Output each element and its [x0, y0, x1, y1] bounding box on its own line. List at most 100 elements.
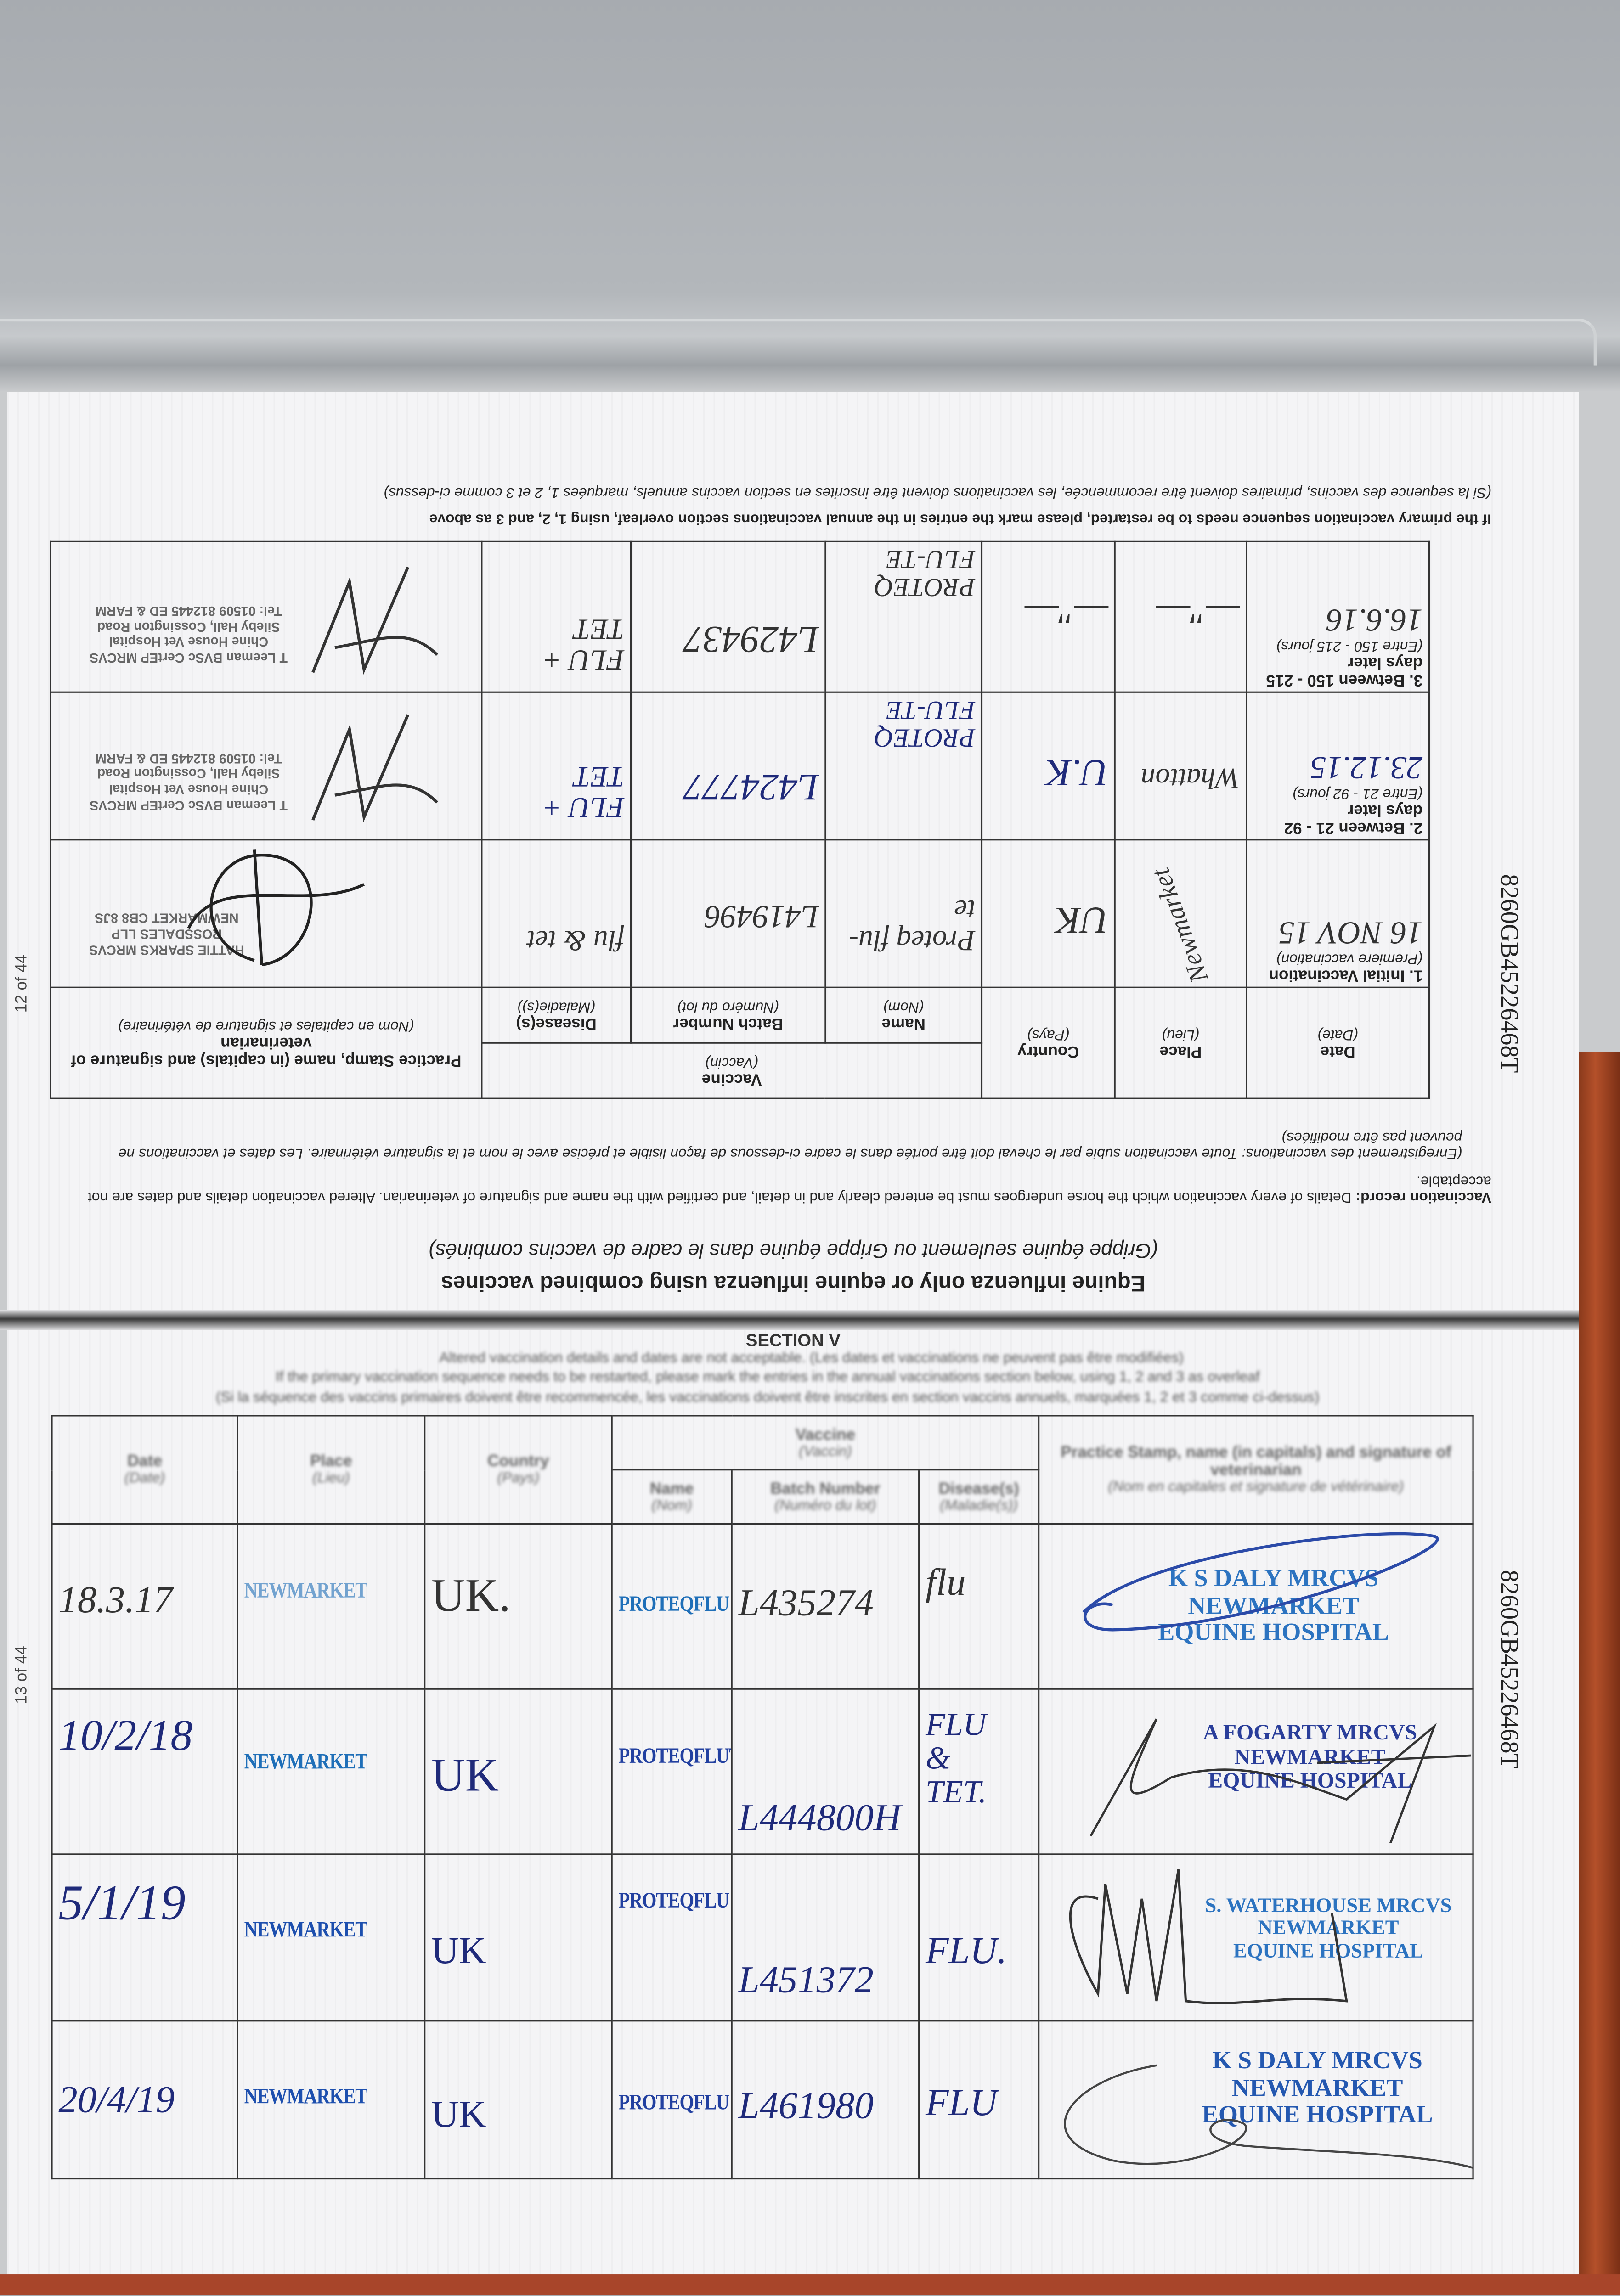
altered-note: Altered vaccination details and dates ar… — [439, 1351, 1184, 1367]
plastic-sleeve-edge — [0, 318, 1597, 366]
header-name: Name (Nom) — [825, 987, 982, 1043]
country-cell: U.K — [982, 692, 1115, 840]
country-cell: UK — [424, 1688, 613, 1855]
country-cell: UK — [424, 1853, 613, 2022]
note-label: Vaccination record: — [1355, 1188, 1491, 1204]
header-disease: Disease(s) (Maladie(s)) — [918, 1469, 1040, 1525]
restart-note: If the primary vaccination sequence need… — [275, 1369, 1260, 1386]
passport-cover-edge — [1579, 1052, 1620, 2295]
initial-vaccination-table: Date (Date) Place (Lieu) Country (Pays) Vac… — [50, 541, 1430, 1099]
table-row: 10/2/18 NEWMARKET UK PROTEQFLUTE L444800… — [51, 1688, 1474, 1855]
place-cell: Newmarket — [1115, 839, 1247, 988]
passport-number: 8260GB45226468T — [1496, 874, 1524, 1073]
vet-stamp: T Leeman BVSc CertEP MRCVS Chine House Ve… — [90, 750, 288, 813]
table-row: 18.3.17 NEWMARKET UK. PROTEQFLU L435274 … — [51, 1523, 1474, 1690]
passport-cover-bottom-edge — [0, 2274, 1620, 2295]
batch-cell: L451372 — [731, 1853, 920, 2022]
header-country: Country (Pays) — [424, 1415, 613, 1525]
header-date: Date (Date) — [1246, 987, 1429, 1099]
place-cell: NEWMARKET — [237, 1688, 426, 1855]
stamp-cell: T Leeman BVSc CertEP MRCVS Chine House Ve… — [50, 542, 482, 692]
header-place: Place (Lieu) — [237, 1415, 426, 1525]
page-13: SECTION V Altered vaccination details an… — [7, 1321, 1579, 2275]
header-country: Country (Pays) — [982, 987, 1115, 1099]
country-cell: UK — [982, 839, 1115, 988]
vet-stamp: K S DALY MRCVS NEWMARKET EQUINE HOSPITAL — [1202, 2046, 1433, 2129]
batch-cell: L435274 — [731, 1523, 920, 1690]
stamp-cell: A FOGARTY MRCVS NEWMARKET EQUINE HOSPITAL — [1038, 1688, 1474, 1855]
place-cell: Whatton — [1115, 692, 1247, 840]
header-disease: Disease(s) (Maladie(s)) — [481, 987, 631, 1043]
header-vaccine: Vaccine (Vaccin) — [481, 1043, 982, 1099]
header-batch: Batch Number (Numéro du lot) — [731, 1469, 920, 1525]
vet-stamp: K S DALY MRCVS NEWMARKET EQUINE HOSPITAL — [1158, 1564, 1389, 1647]
page-fold — [0, 1310, 1579, 1330]
header-batch: Batch Number (Numéro du lot) — [631, 987, 825, 1043]
place-cell: NEWMARKET — [237, 1853, 426, 2022]
table-row: 2. Between 21 - 92 days later (Entre 21 -… — [50, 692, 1429, 840]
disease-cell: FLU + TET — [481, 542, 631, 692]
date-cell: 10/2/18 — [51, 1688, 238, 1855]
batch-cell: L461980 — [731, 2020, 920, 2180]
table-row: 5/1/19 NEWMARKET UK PROTEQFLU L451372 FL… — [51, 1853, 1474, 2022]
name-cell: PROTEQ FLU-TE — [825, 542, 982, 692]
vet-stamp: S. WATERHOUSE MRCVS NEWMARKET EQUINE HOSPI… — [1205, 1896, 1452, 1963]
page-subtitle: (Grippe équine seulement ou Grippe équin… — [428, 1239, 1158, 1263]
restart-note: If the primary vaccination sequence need… — [429, 510, 1491, 526]
date-cell: 1. Initial Vaccination (Premiere vaccinat… — [1246, 839, 1429, 988]
country-cell: —"— — [982, 542, 1115, 692]
date-cell: 20/4/19 — [51, 2020, 238, 2180]
page-title: Equine influenza only or equine influenz… — [441, 1270, 1146, 1295]
header-date: Date (Date) — [51, 1415, 238, 1525]
country-cell: UK — [424, 2020, 613, 2180]
section-heading: SECTION V — [745, 1330, 841, 1351]
disease-cell: flu — [918, 1523, 1040, 1690]
stamp-cell: HATTIE SPARKS MRCVS ROSSDALES LLP NEWMARKE… — [50, 839, 482, 988]
batch-cell: L444800H — [731, 1688, 920, 1855]
name-cell: PROTEQ FLU-TE — [825, 692, 982, 840]
passport-number: 8260GB45226468T — [1496, 1570, 1524, 1769]
header-name: Name (Nom) — [611, 1469, 733, 1525]
date-cell: 3. Between 150 - 215 days later (Entre 15… — [1246, 542, 1429, 692]
header-vaccine: Vaccine (Vaccin) — [611, 1415, 1040, 1471]
restart-note-fr: (Si la séquence des vaccins primaires do… — [215, 1390, 1320, 1407]
place-cell: —"— — [1115, 542, 1247, 692]
disease-cell: FLU & TET. — [918, 1688, 1040, 1855]
place-cell: NEWMARKET — [237, 2020, 426, 2180]
vet-stamp: A FOGARTY MRCVS NEWMARKET EQUINE HOSPITAL — [1203, 1722, 1417, 1794]
name-cell: PROTEQFLUTE — [611, 1688, 733, 1855]
date-cell: 2. Between 21 - 92 days later (Entre 21 -… — [1246, 692, 1429, 840]
disease-cell: FLU — [918, 2020, 1040, 2180]
stamp-cell: S. WATERHOUSE MRCVS NEWMARKET EQUINE HOSPI… — [1038, 1853, 1474, 2022]
vaccination-record-note: Vaccination record: Details of every vac… — [88, 1172, 1491, 1204]
stamp-cell: K S DALY MRCVS NEWMARKET EQUINE HOSPITAL — [1038, 2020, 1474, 2180]
date-cell: 5/1/19 — [51, 1853, 238, 2022]
note-text: Details of every vaccination which the h… — [87, 1172, 1491, 1204]
name-cell: PROTEQFLU — [611, 2020, 733, 2180]
page-number: 12 of 44 — [13, 954, 31, 1013]
place-cell: NEWMARKET — [237, 1523, 426, 1690]
batch-cell: L419496 — [631, 839, 825, 988]
batch-cell: L429437 — [631, 542, 825, 692]
disease-cell: FLU. — [918, 1853, 1040, 2022]
country-cell: UK. — [424, 1523, 613, 1690]
table-row: 1. Initial Vaccination (Premiere vaccinat… — [50, 839, 1429, 988]
header-place: Place (Lieu) — [1115, 987, 1247, 1099]
disease-cell: FLU + TET — [481, 692, 631, 840]
disease-cell: flu & tet — [481, 839, 631, 988]
date-cell: 18.3.17 — [51, 1523, 238, 1690]
name-cell: Proteq flu-te — [825, 839, 982, 988]
page-number: 13 of 44 — [13, 1646, 31, 1704]
name-cell: PROTEQFLU — [611, 1853, 733, 2022]
vet-stamp: T Leeman BVSc CertEP MRCVS Chine House Ve… — [90, 603, 288, 666]
header-stamp: Practice Stamp, name (in capitals) and s… — [50, 987, 482, 1099]
restart-note-fr: (Si la sequence des vaccins, primaires d… — [384, 484, 1491, 500]
batch-cell: L424777 — [631, 692, 825, 840]
annual-vaccination-table: Date (Date) Place (Lieu) Country (Pays) Vac… — [51, 1415, 1474, 2180]
table-row: 3. Between 150 - 215 days later (Entre 15… — [50, 542, 1429, 692]
vet-stamp: HATTIE SPARKS MRCVS ROSSDALES LLP NEWMARKE… — [89, 911, 244, 957]
page-12: Equine influenza only or equine influenz… — [7, 392, 1579, 1316]
name-cell: PROTEQFLU — [611, 1523, 733, 1690]
page-12-rotated-content: Equine influenza only or equine influenz… — [7, 392, 1579, 1316]
